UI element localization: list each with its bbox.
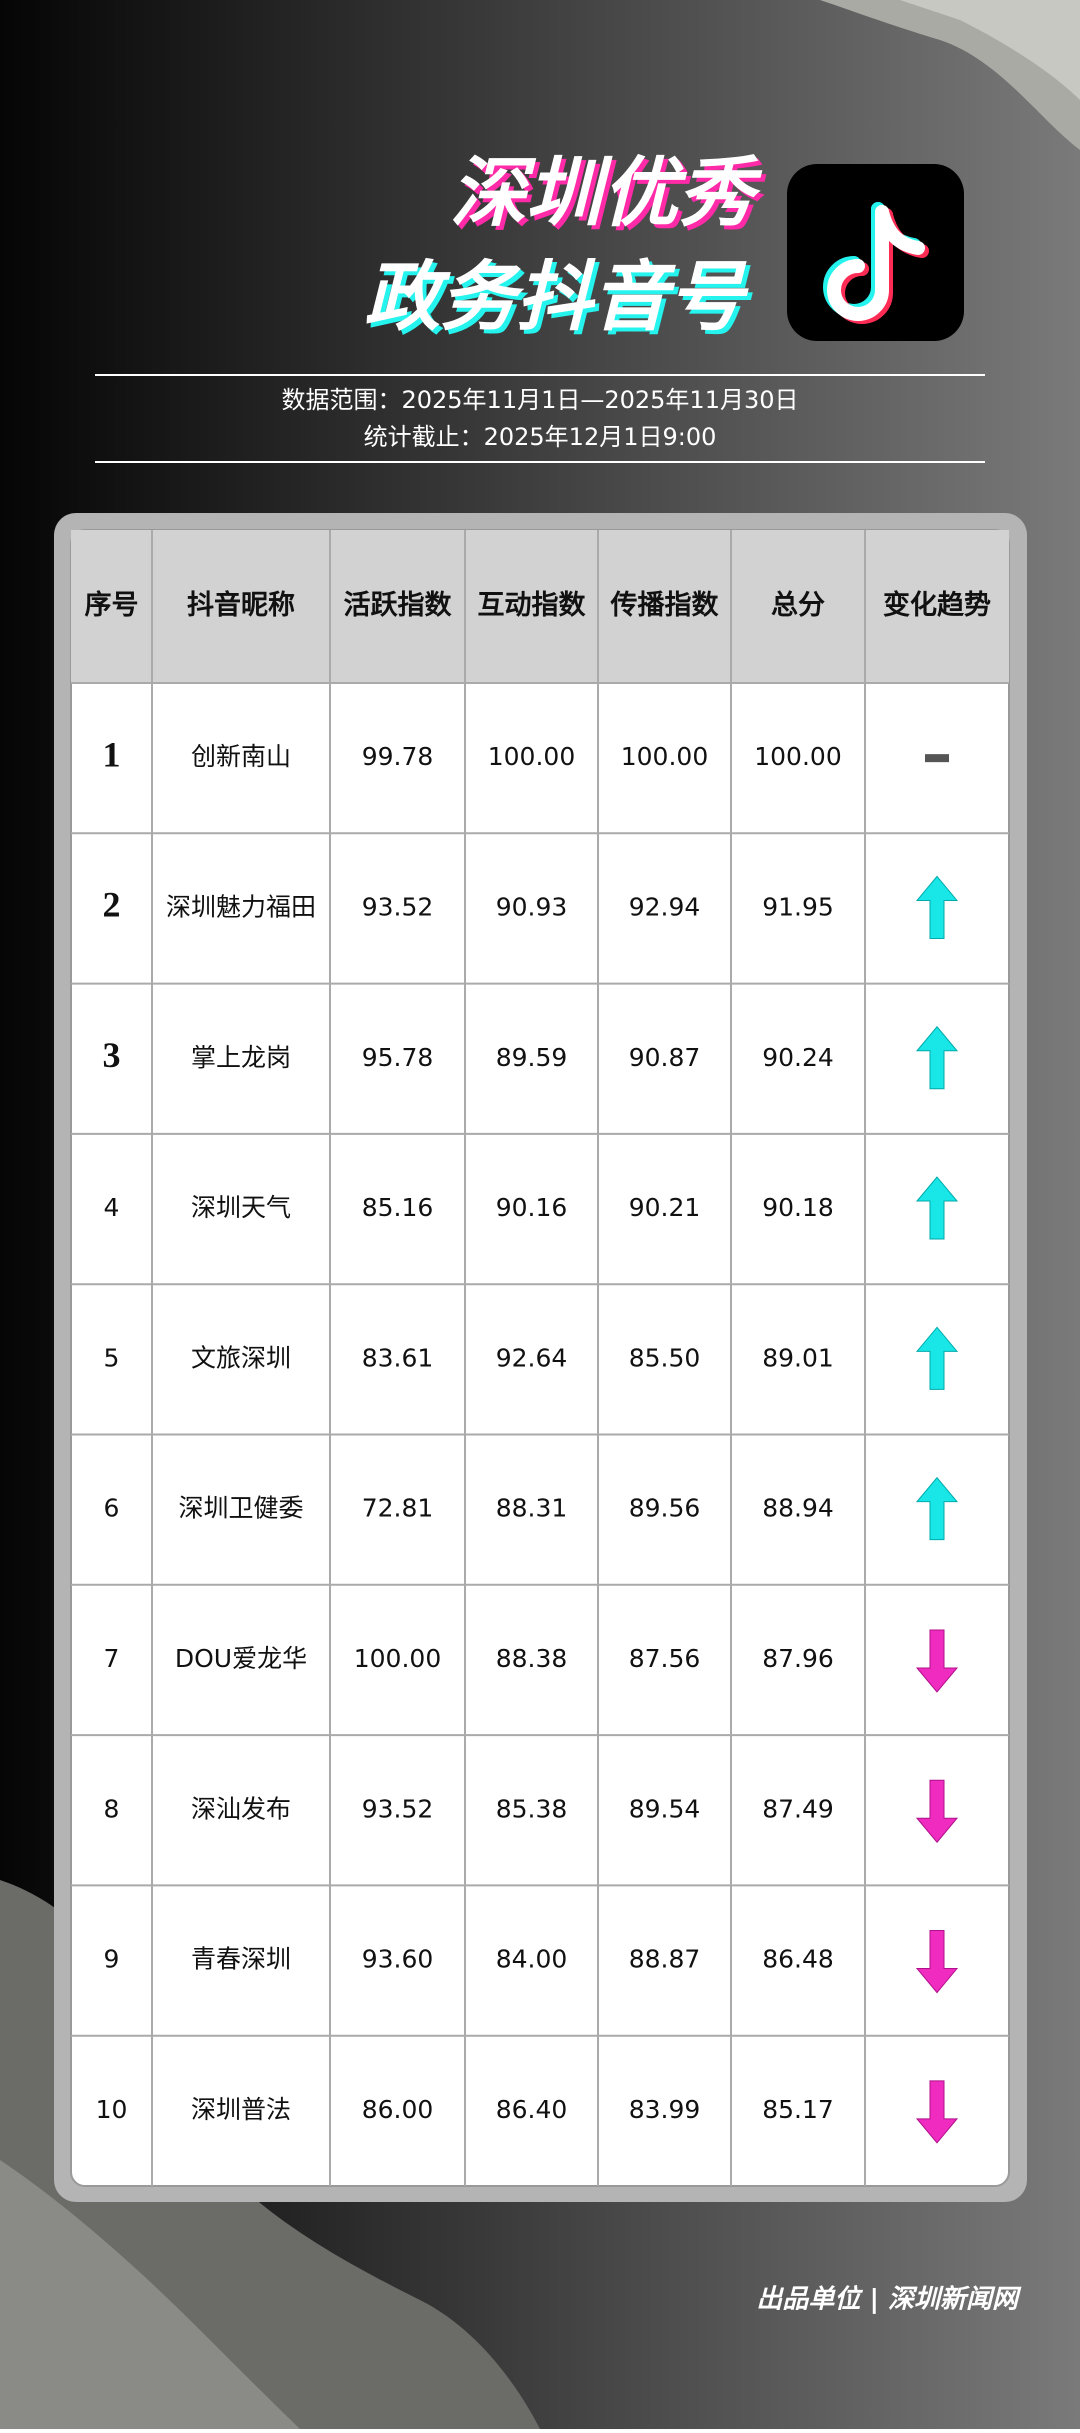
column-header: 互动指数 bbox=[478, 590, 587, 621]
score: 84.00 bbox=[496, 1945, 568, 1974]
column-header: 活跃指数 bbox=[344, 590, 453, 621]
rank: 9 bbox=[104, 1945, 120, 1974]
score: 83.99 bbox=[629, 2095, 701, 2124]
score: 85.16 bbox=[362, 1193, 434, 1222]
rank: 8 bbox=[104, 1794, 120, 1823]
rank: 1 bbox=[103, 734, 121, 774]
account-name: 深圳天气 bbox=[191, 1193, 291, 1222]
account-name: 青春深圳 bbox=[191, 1945, 291, 1974]
decor bbox=[900, 0, 1080, 100]
score: 88.94 bbox=[762, 1494, 834, 1523]
info-line: 数据范围：2025年11月1日—2025年11月30日 bbox=[281, 386, 798, 414]
table: 序号 抖音昵称 活跃指数 互动指数 传播指数 总分 变化趋势 1 创新南山 99.78 100.00… bbox=[71, 530, 1009, 2186]
account-name: 掌上龙岗 bbox=[191, 1043, 291, 1072]
score: 89.59 bbox=[496, 1043, 568, 1072]
account-name: 深圳普法 bbox=[191, 2095, 291, 2124]
score: 100.00 bbox=[488, 742, 575, 771]
title-shadow: 政务抖音号 bbox=[368, 256, 753, 345]
score: 93.52 bbox=[362, 892, 434, 921]
trend-down bbox=[915, 1930, 959, 1994]
decor bbox=[0, 2160, 300, 2429]
score: 86.00 bbox=[362, 2095, 434, 2124]
score: 92.94 bbox=[629, 892, 701, 921]
score: 86.40 bbox=[496, 2095, 568, 2124]
title-shadow: 深圳优秀 bbox=[454, 152, 767, 241]
title-line: 深圳优秀 bbox=[450, 148, 763, 237]
rank: 4 bbox=[104, 1193, 120, 1222]
score: 87.49 bbox=[762, 1794, 834, 1823]
score: 88.38 bbox=[496, 1644, 568, 1673]
score: 85.38 bbox=[496, 1794, 568, 1823]
score: 85.17 bbox=[762, 2095, 834, 2124]
column-header: 变化趋势 bbox=[883, 589, 991, 621]
column-header: 传播指数 bbox=[610, 590, 720, 621]
trend-up bbox=[915, 1176, 959, 1240]
trend-down bbox=[915, 1779, 959, 1844]
score: 99.78 bbox=[362, 742, 434, 771]
score: 93.52 bbox=[362, 1794, 434, 1823]
rank: 3 bbox=[103, 1035, 121, 1075]
rank: 2 bbox=[103, 885, 121, 925]
table-header-bg bbox=[71, 530, 1009, 683]
score: 90.87 bbox=[629, 1043, 701, 1072]
score: 89.01 bbox=[762, 1343, 834, 1372]
score: 90.93 bbox=[496, 892, 568, 921]
score: 100.00 bbox=[621, 742, 708, 771]
rank: 5 bbox=[104, 1343, 120, 1372]
info-line: 统计截止：2025年12月1日9:00 bbox=[364, 423, 717, 451]
score: 89.54 bbox=[629, 1794, 701, 1823]
score: 87.56 bbox=[629, 1644, 701, 1673]
account-name: 深圳卫健委 bbox=[178, 1494, 303, 1523]
score: 90.21 bbox=[629, 1193, 701, 1222]
column-header: 抖音昵称 bbox=[187, 589, 295, 621]
score: 87.96 bbox=[762, 1644, 834, 1673]
trend-down bbox=[915, 2080, 959, 2144]
trend-up bbox=[915, 1476, 959, 1541]
score: 86.48 bbox=[762, 1945, 834, 1974]
score: 89.56 bbox=[629, 1494, 701, 1523]
rank: 10 bbox=[96, 2095, 128, 2124]
title-line: 政务抖音号 bbox=[364, 252, 749, 341]
rank: 6 bbox=[104, 1494, 120, 1523]
logo bbox=[787, 164, 964, 341]
column-header: 序号 bbox=[85, 589, 139, 621]
score: 85.50 bbox=[629, 1343, 701, 1372]
score: 90.16 bbox=[496, 1193, 568, 1222]
score: 93.60 bbox=[362, 1945, 434, 1974]
title: 深圳优秀 深圳优秀 政务抖音号 政务抖音号 bbox=[364, 148, 767, 345]
score: 90.18 bbox=[762, 1193, 834, 1222]
trend-up bbox=[915, 1326, 959, 1390]
account-name: 创新南山 bbox=[191, 742, 291, 771]
score: 91.95 bbox=[762, 892, 834, 921]
trend-up bbox=[915, 1025, 959, 1090]
score: 100.00 bbox=[754, 742, 841, 771]
score: 95.78 bbox=[362, 1043, 434, 1072]
trend-flat bbox=[925, 754, 949, 763]
column-header: 总分 bbox=[771, 590, 825, 621]
score: 92.64 bbox=[496, 1343, 568, 1372]
footer: 出品单位 | 深圳新闻网 bbox=[756, 2285, 1022, 2315]
score: 88.87 bbox=[629, 1945, 701, 1974]
trend-up bbox=[915, 875, 959, 939]
score: 100.00 bbox=[354, 1644, 441, 1673]
account-name: 文旅深圳 bbox=[191, 1343, 291, 1372]
trend-down bbox=[915, 1629, 959, 1693]
account-name: 深圳魅力福田 bbox=[166, 892, 316, 921]
account-name: 深汕发布 bbox=[191, 1794, 291, 1823]
rank: 7 bbox=[104, 1644, 120, 1673]
score: 88.31 bbox=[496, 1494, 568, 1523]
account-name: DOU爱龙华 bbox=[175, 1644, 307, 1673]
score: 72.81 bbox=[362, 1494, 434, 1523]
score: 90.24 bbox=[762, 1043, 834, 1072]
score: 83.61 bbox=[362, 1343, 434, 1372]
